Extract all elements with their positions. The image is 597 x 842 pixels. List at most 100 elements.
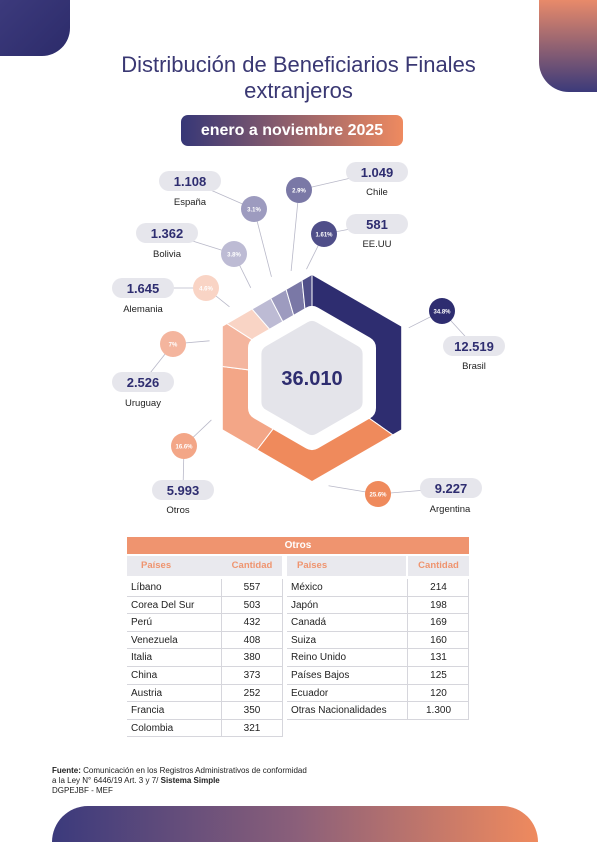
right-country: Canadá [291, 617, 327, 629]
name-label-espaa: España [174, 197, 207, 208]
right-country: Japón [291, 599, 319, 611]
left-amount: 557 [243, 582, 261, 593]
right-amount: 120 [430, 687, 447, 699]
right-country: Suiza [291, 634, 317, 646]
source-label: Fuente: [52, 766, 81, 775]
name-label-argentina: Argentina [430, 504, 471, 515]
value-label-eeuu: 581 [366, 217, 388, 232]
value-label-otros: 5.993 [167, 483, 200, 498]
left-amount: 350 [243, 705, 261, 717]
left-amount: 252 [243, 687, 261, 699]
source-line-3: DGPEJBF - MEF [52, 786, 113, 795]
left-row: Perú 432 [127, 614, 282, 631]
right-row: Países Bajos 125 [287, 667, 468, 684]
left-col-divider [221, 579, 222, 738]
name-label-alemania: Alemania [123, 304, 163, 315]
slice-argentina [226, 377, 402, 481]
value-pill-eeuu [346, 214, 408, 234]
donut-center [261, 321, 363, 435]
center-total: 36.010 [281, 368, 342, 390]
left-row-divider [127, 595, 282, 597]
value-label-uruguay: 2.526 [127, 375, 160, 390]
right-amount: 131 [430, 652, 447, 664]
left-col-country: Países [127, 556, 222, 576]
value-pill-chile [346, 162, 408, 182]
left-country: Colombia [131, 722, 174, 734]
right-amount: 169 [430, 617, 447, 629]
title-line-2: extranjeros [244, 78, 353, 103]
pct-circle-uruguay [160, 331, 186, 357]
donut-chart: 36.010 34.8% 12.519 Brasil 25.6% 9.227 Argenti… [112, 162, 505, 516]
pct-label-espaa: 3.1% [247, 208, 261, 214]
right-country: Reino Unido [291, 652, 347, 664]
right-row-divider [287, 630, 468, 632]
decor-corner-top-left [0, 0, 70, 56]
left-amount: 503 [243, 599, 261, 611]
left-row: Francia 350 [127, 702, 282, 719]
pct-circle-chile [286, 177, 312, 203]
right-amount: 125 [430, 670, 447, 681]
right-row-divider [287, 701, 468, 703]
left-amount: 373 [243, 670, 261, 681]
value-pill-brasil [443, 336, 505, 356]
left-col-amount: Cantidad [222, 556, 282, 576]
source-line-2-bold: Sistema Simple [160, 776, 220, 785]
left-country: Francia [131, 705, 165, 717]
value-pill-espaa [159, 171, 221, 191]
name-label-uruguay: Uruguay [125, 398, 161, 409]
name-label-bolivia: Bolivia [153, 249, 182, 260]
right-amount: 1.300 [425, 705, 452, 717]
left-amount: 321 [243, 722, 261, 734]
source-line-2: a la Ley N° 6446/19 Art. 3 y 7/ [52, 776, 159, 785]
pct-label-brasil: 34.8% [433, 310, 451, 316]
value-label-chile: 1.049 [361, 165, 394, 180]
value-pill-argentina [420, 478, 482, 498]
left-amount: 408 [243, 634, 261, 646]
right-country: México [291, 582, 323, 593]
value-pill-alemania [112, 278, 174, 298]
period-badge: enero a noviembre 2025 [181, 115, 403, 146]
left-country: Venezuela [131, 634, 178, 646]
left-amount: 380 [243, 652, 261, 664]
value-label-bolivia: 1.362 [151, 226, 184, 241]
right-country: Otras Nacionalidades [291, 705, 387, 717]
right-amount: 198 [430, 599, 447, 611]
right-row-divider [287, 648, 468, 650]
right-col-country: Países [287, 556, 406, 576]
left-row: China 373 [127, 667, 282, 684]
left-row-divider [127, 666, 282, 667]
otros-table-title: Otros [127, 537, 469, 554]
pct-circle-argentina [365, 481, 391, 507]
right-right-border [468, 579, 469, 720]
pct-label-otros: 16.6% [175, 445, 193, 451]
pct-circle-espaa [241, 196, 267, 222]
left-amount: 432 [243, 617, 261, 629]
value-pill-bolivia [136, 223, 198, 243]
leader-chile [290, 189, 300, 272]
pct-label-bolivia: 3.8% [227, 253, 241, 259]
value-pill-otros [152, 480, 214, 500]
right-row: Suiza 160 [287, 632, 468, 649]
value-label-argentina: 9.227 [435, 481, 468, 496]
name-label-chile: Chile [366, 187, 388, 198]
right-row: Reino Unido 131 [287, 649, 468, 666]
page-title: Distribución de Beneficiarios Finales ex… [0, 52, 597, 104]
left-row: Colombia 321 [127, 720, 282, 737]
left-right-border [282, 579, 283, 738]
left-row: Italia 380 [127, 649, 282, 666]
value-label-espaa: 1.108 [174, 174, 207, 189]
left-country: Italia [131, 652, 153, 664]
left-country: China [131, 670, 158, 681]
left-row: Venezuela 408 [127, 632, 282, 649]
right-row: Ecuador 120 [287, 685, 468, 702]
value-pill-uruguay [112, 372, 174, 392]
name-label-eeuu: EE.UU [362, 239, 391, 250]
right-row-divider [287, 613, 468, 615]
pct-label-chile: 2.9% [292, 189, 306, 195]
right-col-divider [407, 579, 408, 720]
pct-circle-otros [171, 433, 197, 459]
pct-circle-eeuu [311, 221, 337, 247]
pct-label-alemania: 4.6% [199, 287, 213, 293]
right-row: Canadá 169 [287, 614, 468, 631]
pct-circle-alemania [193, 275, 219, 301]
